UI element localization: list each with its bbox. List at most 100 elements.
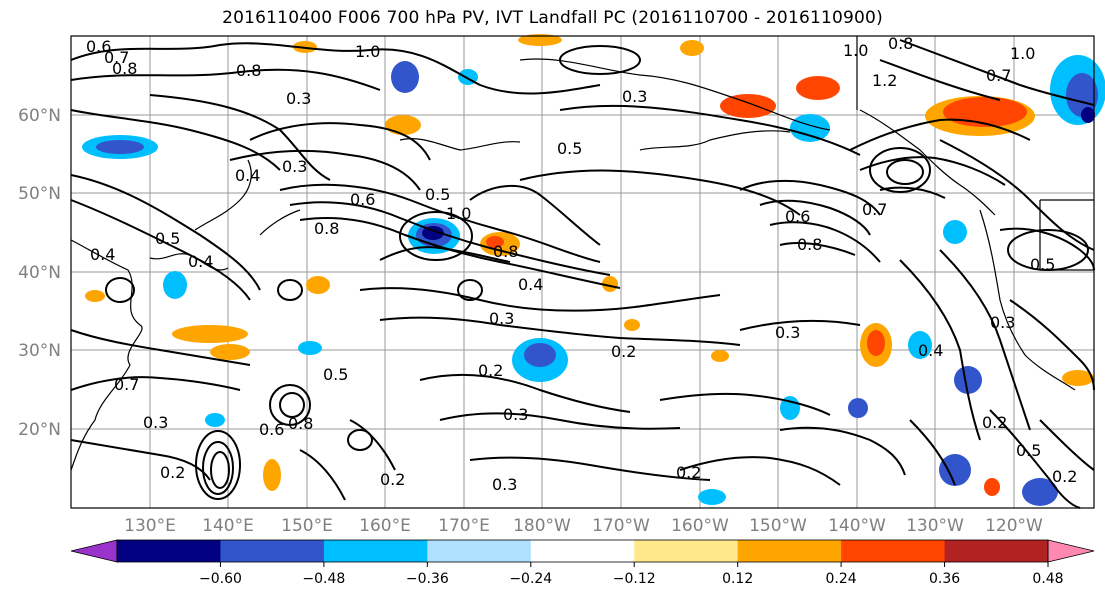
colorbar-tick-label: −0.48	[302, 571, 345, 587]
negative-anomaly	[943, 220, 967, 244]
negative-anomaly	[1066, 73, 1098, 117]
figure-title: 2016110400 F006 700 hPa PV, IVT Landfall…	[222, 8, 883, 28]
colorbar-extend-low	[70, 539, 118, 563]
contour-label: 0.7	[986, 66, 1011, 85]
colorbar-tick-label: −0.36	[406, 571, 449, 587]
lon-label: 160°W	[671, 516, 729, 536]
colorbar-tick-label: 0.36	[929, 571, 960, 587]
positive-anomaly	[518, 34, 562, 46]
contour-label: 0.2	[676, 463, 701, 482]
contour-label: 0.3	[489, 309, 514, 328]
lon-label: 130°W	[906, 516, 964, 536]
negative-anomaly	[790, 114, 830, 142]
positive-anomaly	[486, 236, 504, 248]
positive-anomaly	[85, 290, 105, 302]
negative-anomaly	[954, 366, 982, 394]
negative-anomaly	[848, 398, 868, 418]
positive-anomaly	[720, 94, 776, 118]
colorbar-segment	[220, 540, 325, 562]
colorbar-ticks: −0.60 −0.48 −0.36 −0.24 −0.12 0.12 0.24 0.36 0.4…	[199, 562, 1064, 587]
contour-label: 0.8	[493, 242, 518, 261]
closed-contours	[105, 45, 1089, 500]
contour-label: 0.5	[557, 139, 582, 158]
contour-label-group: 0.6 0.7 0.8 1.0 0.8 0.3 0.5 0.3 1.0 0.8 …	[86, 34, 1077, 494]
lon-label: 160°E	[359, 516, 411, 536]
lon-label: 130°E	[124, 516, 176, 536]
contour-label: 0.3	[622, 87, 647, 106]
colorbar-segment	[323, 540, 428, 562]
positive-anomaly	[680, 40, 704, 56]
negative-anomaly	[524, 343, 556, 367]
negative-anomaly	[163, 271, 187, 299]
contour-label: 0.2	[478, 361, 503, 380]
lat-label: 30°N	[18, 341, 61, 361]
contour-label: 0.3	[990, 313, 1015, 332]
negative-anomaly	[908, 331, 932, 359]
contour-label: 0.6	[350, 190, 375, 209]
colorbar-segment	[944, 540, 1049, 562]
colorbar: −0.60 −0.48 −0.36 −0.24 −0.12 0.12 0.24 0.36 0.4…	[70, 539, 1095, 587]
positive-anomaly	[172, 325, 248, 343]
shaded-anomalies	[82, 34, 1105, 506]
contour-label: 0.2	[380, 470, 405, 489]
contour-label: 0.4	[518, 275, 543, 294]
negative-anomaly	[698, 489, 726, 505]
positive-anomaly	[306, 276, 330, 294]
positive-anomaly	[984, 478, 1000, 496]
contour-label: 0.4	[90, 245, 115, 264]
colorbar-tick-label: 0.48	[1032, 571, 1063, 587]
lon-label: 150°E	[281, 516, 333, 536]
colorbar-tick-label: −0.12	[613, 571, 656, 587]
contour-label: 0.5	[155, 229, 180, 248]
contour-label: 0.8	[888, 34, 913, 53]
positive-anomaly	[1062, 370, 1094, 386]
contour-label: 0.3	[282, 157, 307, 176]
lon-label: 120°W	[985, 516, 1043, 536]
contour-label: 0.3	[503, 405, 528, 424]
positive-anomaly	[624, 319, 640, 331]
contour-label: 0.8	[236, 61, 261, 80]
longitude-labels: 130°E 140°E 150°E 160°E 170°E 180°W 170°…	[124, 516, 1043, 536]
contour-label: 0.8	[797, 235, 822, 254]
lon-label: 170°E	[438, 516, 490, 536]
lat-label: 40°N	[18, 263, 61, 283]
lat-label: 50°N	[18, 184, 61, 204]
colorbar-tick-label: −0.60	[199, 571, 242, 587]
contour-label: 1.0	[843, 41, 868, 60]
contour-label: 1.0	[1010, 44, 1035, 63]
negative-anomaly	[298, 341, 322, 355]
lat-label: 20°N	[18, 420, 61, 440]
positive-anomaly	[711, 350, 729, 362]
negative-anomaly	[1081, 107, 1095, 123]
contour-label: 0.3	[775, 323, 800, 342]
lon-label: 140°W	[828, 516, 886, 536]
graticule	[71, 36, 1094, 508]
colorbar-tick-label: 0.12	[722, 571, 753, 587]
colorbar-segment	[737, 540, 842, 562]
contour-label: 0.4	[188, 252, 213, 271]
contour-label: 0.3	[492, 475, 517, 494]
positive-anomaly	[943, 97, 1027, 127]
positive-anomaly	[385, 115, 421, 135]
contour-label: 0.2	[1052, 467, 1077, 486]
negative-anomaly	[391, 61, 419, 93]
contour-label: 0.5	[1016, 441, 1041, 460]
latitude-labels: 60°N 50°N 40°N 30°N 20°N	[18, 106, 61, 440]
pv-contours	[70, 39, 1095, 509]
negative-anomaly	[205, 413, 225, 427]
positive-anomaly	[867, 330, 885, 356]
colorbar-tick-label: −0.24	[509, 571, 552, 587]
colorbar-tick-label: 0.24	[826, 571, 857, 587]
positive-anomaly	[263, 459, 281, 491]
contour-label: 0.2	[160, 463, 185, 482]
contour-label: 0.3	[143, 413, 168, 432]
lon-label: 170°W	[592, 516, 650, 536]
lat-label: 60°N	[18, 106, 61, 126]
contour-label: 0.3	[286, 89, 311, 108]
positive-anomaly	[602, 276, 618, 292]
lon-label: 180°W	[513, 516, 571, 536]
colorbar-segments	[70, 539, 1095, 563]
lon-label: 140°E	[202, 516, 254, 536]
map-frame	[70, 35, 1095, 509]
colorbar-segment	[427, 540, 532, 562]
